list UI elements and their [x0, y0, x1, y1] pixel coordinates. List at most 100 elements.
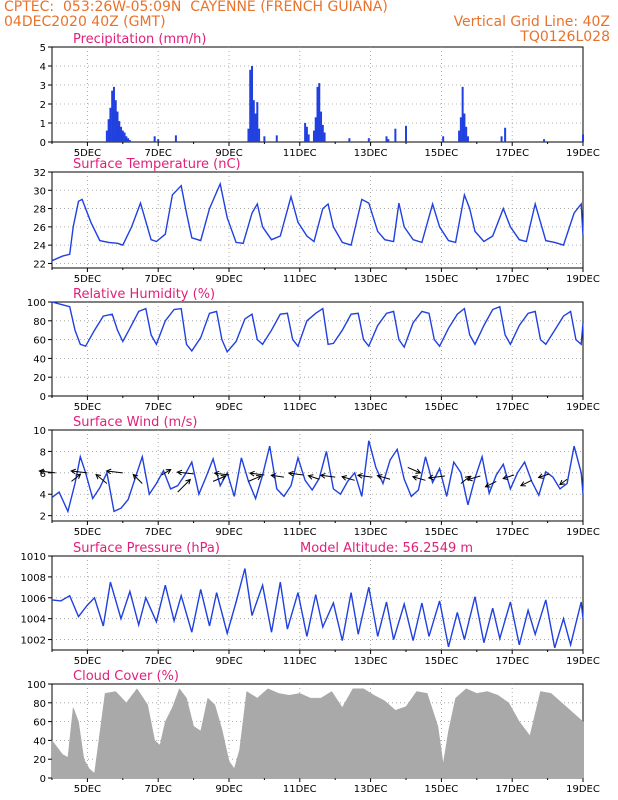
- wind-arrow: [412, 476, 426, 481]
- precip-xtick-label: 5DEC: [74, 148, 101, 159]
- rh-xtick-label: 13DEC: [354, 402, 388, 413]
- wind-ytick-label: 2: [40, 512, 46, 523]
- precip-bar: [500, 136, 503, 142]
- temp-ytick-label: 32: [33, 168, 46, 179]
- wind-arrow: [249, 472, 265, 476]
- temp-xtick-label: 5DEC: [74, 274, 101, 285]
- wind-arrow: [341, 476, 355, 481]
- wind-arrow-head: [75, 473, 82, 479]
- wind-arrow: [248, 475, 262, 482]
- precip-bar: [254, 113, 257, 142]
- cloud-title: Cloud Cover (%): [73, 669, 179, 684]
- precip-bar: [543, 139, 546, 142]
- precip-bar: [405, 125, 407, 142]
- cloud-xtick-label: 5DEC: [74, 784, 101, 795]
- temp-ytick-label: 22: [33, 259, 46, 270]
- precip-bar: [249, 69, 252, 142]
- temp-xtick-label: 19DEC: [566, 274, 600, 285]
- precip-xtick-label: 17DEC: [495, 148, 529, 159]
- precip-ytick-label: 5: [40, 43, 46, 54]
- wind-arrow-head: [559, 479, 565, 486]
- precip-xtick-label: 9DEC: [215, 148, 242, 159]
- wind-arrow: [460, 475, 471, 484]
- wind-xtick-label: 13DEC: [354, 527, 388, 538]
- cloud-xtick-label: 9DEC: [215, 784, 242, 795]
- wind-arrow: [377, 475, 391, 480]
- precip-bar: [323, 132, 326, 142]
- temp-xtick-label: 11DEC: [283, 274, 317, 285]
- wind-arrow-head: [185, 478, 192, 485]
- precip-bar: [459, 117, 462, 142]
- wind-arrow-head: [484, 482, 491, 488]
- wind-arrow-head: [105, 468, 112, 475]
- wind-xtick-label: 11DEC: [283, 527, 317, 538]
- rh-xtick-label: 15DEC: [425, 402, 459, 413]
- temp-ytick-label: 28: [33, 205, 46, 216]
- precip-bar: [153, 136, 156, 142]
- wind-arrow-head: [95, 473, 102, 480]
- precip-bar: [157, 139, 160, 142]
- pressure-xtick-label: 13DEC: [354, 656, 388, 667]
- precip-bar: [348, 138, 351, 142]
- pressure-xtick-label: 15DEC: [425, 656, 459, 667]
- precip-bar: [263, 136, 266, 142]
- wind-arrow-head: [502, 474, 509, 480]
- precip-bar: [442, 136, 445, 142]
- wind-panel: 5DEC 7DEC 9DEC 11DEC 13DEC 15DEC 17DEC 19DEC 2 4 6…: [33, 415, 600, 538]
- pressure-series-line: [51, 568, 584, 649]
- wind-arrow-head: [376, 474, 383, 480]
- precip-bar: [118, 121, 121, 142]
- wind-ytick-label: 8: [40, 447, 46, 458]
- wind-ytick-label: 6: [40, 469, 46, 480]
- wind-arrow: [320, 474, 336, 478]
- precip-bar: [461, 86, 464, 142]
- wind-frame: [51, 429, 584, 522]
- precip-bar: [275, 135, 278, 142]
- wind-arrow-head: [38, 468, 45, 475]
- precip-bar: [318, 83, 321, 142]
- precip-bar: [504, 127, 507, 142]
- precip-ytick-label: 0: [40, 138, 46, 149]
- wind-arrow-head: [427, 474, 434, 481]
- precip-bar: [123, 132, 126, 142]
- wind-xtick-label: 9DEC: [215, 527, 242, 538]
- cloud-ytick-label: 100: [27, 680, 46, 691]
- pressure-xtick-label: 5DEC: [74, 656, 101, 667]
- wind-arrow-head: [519, 481, 526, 487]
- wind-arrow: [407, 467, 421, 474]
- precip-xtick-label: 13DEC: [354, 148, 388, 159]
- precip-bar: [385, 136, 388, 142]
- rh-xtick-label: 11DEC: [283, 402, 317, 413]
- wind-xtick-label: 7DEC: [145, 527, 172, 538]
- pressure-ytick-label: 1002: [21, 636, 46, 647]
- precip-bar: [320, 111, 323, 142]
- wind-arrow: [467, 475, 481, 481]
- wind-xtick-label: 17DEC: [495, 527, 529, 538]
- pressure-xtick-label: 7DEC: [145, 656, 172, 667]
- precip-bar: [252, 100, 255, 142]
- wind-arrow-head: [270, 473, 277, 479]
- precip-bar: [367, 138, 370, 142]
- wind-arrow: [538, 473, 550, 478]
- precip-title: Precipitation (mm/h): [73, 32, 206, 47]
- pressure-ytick-label: 1004: [21, 615, 46, 626]
- temp-title: Surface Temperature (nC): [73, 157, 241, 172]
- rh-ytick-label: 100: [27, 298, 46, 309]
- wind-arrow: [271, 474, 284, 478]
- precip-xtick-label: 11DEC: [283, 148, 317, 159]
- wind-arrow: [39, 470, 56, 474]
- precip-bar: [307, 134, 310, 142]
- wind-arrow: [288, 472, 304, 476]
- pressure-ytick-label: 1008: [21, 573, 46, 584]
- precip-bar: [105, 130, 108, 142]
- wind-arrow-head: [248, 470, 255, 477]
- temp-series-line: [51, 181, 584, 262]
- rh-ytick-label: 0: [40, 392, 46, 403]
- wind-arrow-head: [176, 469, 183, 476]
- cloud-xtick-label: 11DEC: [283, 784, 317, 795]
- wind-arrow: [71, 473, 81, 482]
- wind-ytick-label: 4: [40, 490, 46, 501]
- wind-arrow: [132, 474, 143, 484]
- wind-arrow: [520, 479, 532, 487]
- precip-bar: [256, 102, 259, 142]
